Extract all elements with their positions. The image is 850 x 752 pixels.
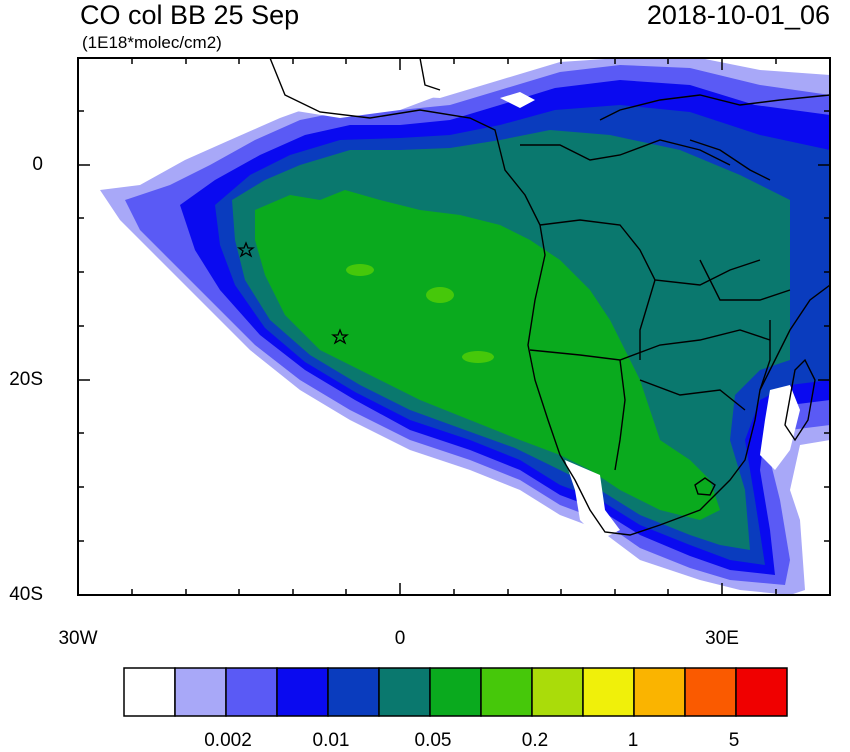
map-title: CO col BB 25 Sep xyxy=(80,0,300,30)
colorbar-box-10 xyxy=(633,667,686,717)
colorbar-box-11 xyxy=(684,667,737,717)
colorbar-box-3 xyxy=(276,667,329,717)
border-north-3 xyxy=(689,139,771,181)
star-marker-2 xyxy=(331,328,349,345)
border-north-1 xyxy=(419,58,441,91)
colorbar-box-2 xyxy=(225,667,278,717)
colorbar-label-4: 1 xyxy=(627,730,639,751)
colorbar-box-8 xyxy=(531,667,584,717)
clear-sky-cape xyxy=(565,460,620,540)
clear-sky-sahel xyxy=(500,92,535,108)
axis-ticks xyxy=(78,58,830,595)
colorbar-label-5: 5 xyxy=(728,730,740,751)
africa-coastline xyxy=(269,58,830,536)
x-tick-label-0: 0 xyxy=(394,628,406,649)
colorbar-box-12 xyxy=(735,667,788,717)
border-2 xyxy=(539,219,761,286)
colorbar-box-5 xyxy=(378,667,431,717)
border-7 xyxy=(699,259,791,301)
border-north-2 xyxy=(599,94,830,121)
y-tick-label-40s: 40S xyxy=(9,584,43,605)
star-marker-1 xyxy=(237,241,255,258)
x-tick-label-30e: 30E xyxy=(705,628,739,649)
colorbar-label-1: 0.01 xyxy=(312,730,350,751)
clear-sky-madagascar xyxy=(760,385,800,470)
colorbar-box-1 xyxy=(174,667,227,717)
border-5 xyxy=(639,379,746,411)
border-6 xyxy=(639,279,656,360)
clear-sky-north-africa xyxy=(78,58,440,118)
colorbar-label-3: 0.2 xyxy=(521,730,549,751)
colorbar xyxy=(123,667,788,717)
colorbar-box-4 xyxy=(327,667,380,717)
lesotho-border xyxy=(694,477,716,496)
plume-level-0-2-c xyxy=(346,264,374,276)
border-4 xyxy=(614,359,626,471)
plume-level-0-2-a xyxy=(426,287,454,303)
co-plume-field xyxy=(78,58,830,595)
border-3 xyxy=(529,329,771,361)
units-label: (1E18*molec/cm2) xyxy=(82,33,222,52)
colorbar-box-7 xyxy=(480,667,533,717)
x-tick-label-30w: 30W xyxy=(58,628,98,649)
colorbar-label-0: 0.002 xyxy=(204,730,252,751)
markers xyxy=(237,241,349,345)
colorbar-box-9 xyxy=(582,667,635,717)
timestamp-label: 2018-10-01_06 xyxy=(646,0,830,30)
y-tick-label-0: 0 xyxy=(32,154,43,175)
y-tick-label-20s: 20S xyxy=(9,369,43,390)
border-8 xyxy=(759,320,771,391)
colorbar-box-6 xyxy=(429,667,482,717)
coastlines xyxy=(269,58,830,536)
clear-sky-southwest xyxy=(78,210,580,595)
plume-level-0-2-b xyxy=(462,351,494,363)
colorbar-box-0 xyxy=(123,667,176,717)
colorbar-label-2: 0.05 xyxy=(414,730,452,751)
border-1 xyxy=(520,139,731,166)
madagascar-coastline xyxy=(784,358,816,442)
